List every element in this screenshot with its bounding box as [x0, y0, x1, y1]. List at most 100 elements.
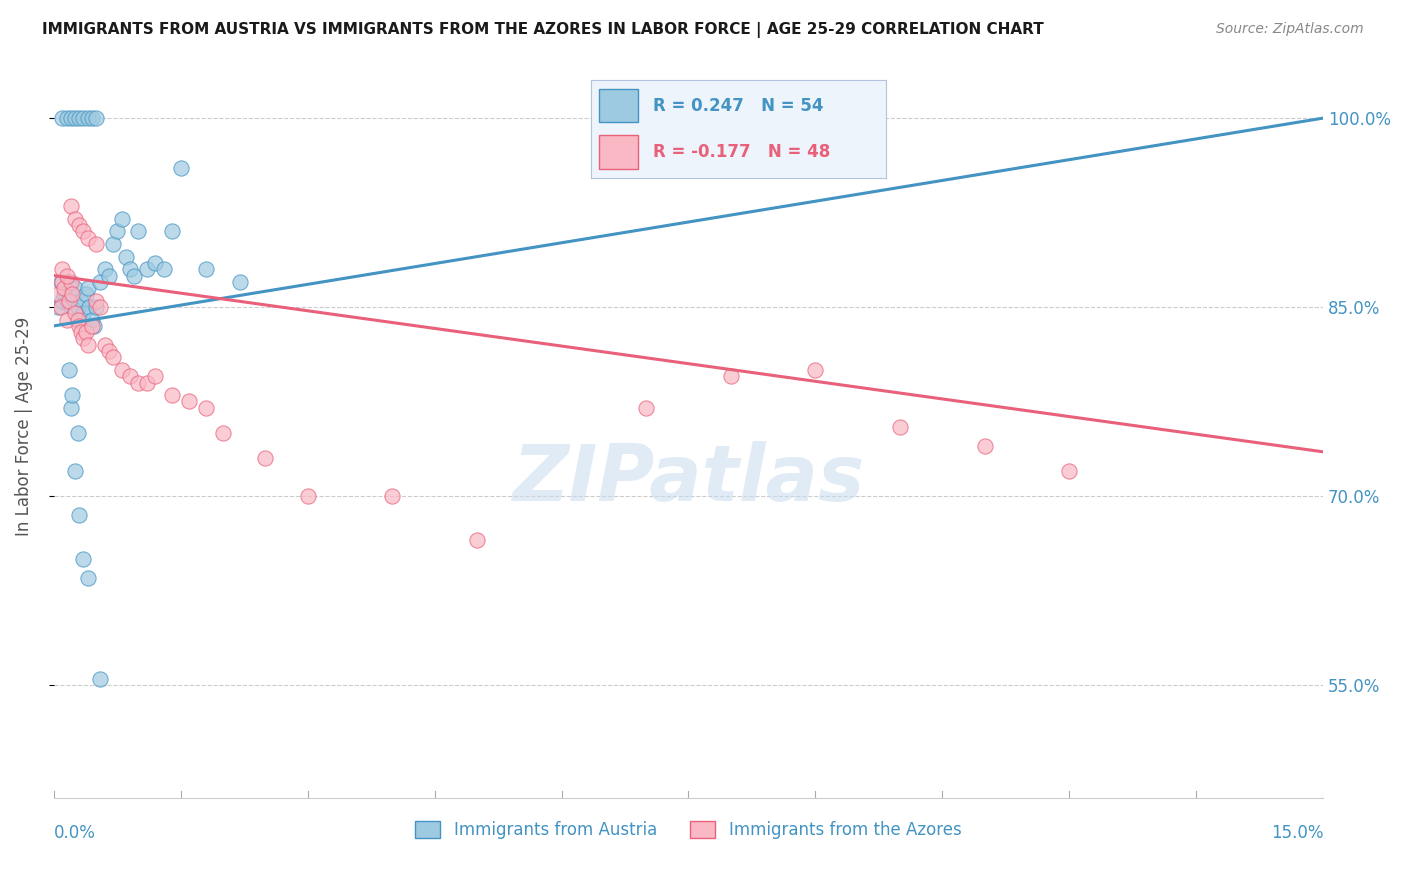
- Point: [79, 300, 101, 314]
- Bar: [599, 89, 638, 122]
- Text: R = 0.247   N = 54: R = 0.247 N = 54: [652, 97, 823, 115]
- Point: [67, 508, 90, 522]
- Point: [58, 275, 80, 289]
- Point: [254, 451, 277, 466]
- Point: [72, 306, 94, 320]
- Point: [72, 331, 94, 345]
- Point: [55, 293, 77, 308]
- Point: [195, 401, 218, 415]
- Point: [118, 369, 141, 384]
- Point: [76, 111, 98, 125]
- Point: [84, 300, 107, 314]
- Point: [75, 325, 97, 339]
- Point: [72, 111, 94, 125]
- Point: [72, 552, 94, 566]
- Point: [170, 161, 193, 176]
- Point: [76, 231, 98, 245]
- Point: [59, 199, 82, 213]
- Point: [105, 224, 128, 238]
- Point: [67, 218, 90, 232]
- Point: [465, 533, 488, 547]
- Point: [58, 293, 80, 308]
- Text: Source: ZipAtlas.com: Source: ZipAtlas.com: [1216, 22, 1364, 37]
- Point: [973, 438, 995, 452]
- Point: [135, 262, 157, 277]
- Point: [55, 312, 77, 326]
- Point: [49, 275, 72, 289]
- Text: 0.0%: 0.0%: [53, 824, 96, 842]
- Point: [145, 256, 167, 270]
- Point: [53, 287, 76, 301]
- Point: [162, 388, 184, 402]
- Point: [76, 338, 98, 352]
- Point: [53, 281, 76, 295]
- Point: [76, 571, 98, 585]
- Point: [720, 369, 742, 384]
- Point: [381, 489, 404, 503]
- Point: [84, 111, 107, 125]
- Text: IMMIGRANTS FROM AUSTRIA VS IMMIGRANTS FROM THE AZORES IN LABOR FORCE | AGE 25-29: IMMIGRANTS FROM AUSTRIA VS IMMIGRANTS FR…: [42, 22, 1043, 38]
- Point: [67, 318, 90, 333]
- Point: [804, 363, 827, 377]
- Point: [145, 369, 167, 384]
- Point: [179, 394, 201, 409]
- Point: [127, 376, 149, 390]
- Point: [93, 338, 115, 352]
- Bar: [599, 136, 638, 169]
- Point: [63, 464, 86, 478]
- Point: [195, 262, 218, 277]
- Point: [49, 300, 72, 314]
- Text: R = -0.177   N = 48: R = -0.177 N = 48: [652, 143, 830, 161]
- Point: [89, 300, 111, 314]
- Point: [70, 325, 93, 339]
- Point: [55, 268, 77, 283]
- Point: [58, 363, 80, 377]
- Point: [636, 401, 658, 415]
- Point: [110, 363, 132, 377]
- Point: [62, 388, 84, 402]
- Point: [59, 287, 82, 301]
- Point: [93, 262, 115, 277]
- Point: [70, 293, 93, 308]
- Point: [46, 287, 69, 301]
- Point: [63, 211, 86, 226]
- Point: [889, 419, 911, 434]
- Point: [153, 262, 176, 277]
- Point: [51, 275, 73, 289]
- Point: [63, 111, 86, 125]
- Point: [229, 275, 252, 289]
- Point: [63, 306, 86, 320]
- Point: [75, 287, 97, 301]
- Point: [46, 300, 69, 314]
- Point: [118, 262, 141, 277]
- Point: [59, 401, 82, 415]
- Point: [59, 111, 82, 125]
- Point: [84, 293, 107, 308]
- Point: [1059, 464, 1081, 478]
- Point: [97, 268, 120, 283]
- Text: ZIPatlas: ZIPatlas: [512, 441, 865, 516]
- Text: 15.0%: 15.0%: [1271, 824, 1323, 842]
- Point: [297, 489, 319, 503]
- Point: [55, 111, 77, 125]
- Point: [80, 318, 103, 333]
- Y-axis label: In Labor Force | Age 25-29: In Labor Force | Age 25-29: [15, 317, 32, 536]
- Point: [122, 268, 145, 283]
- Point: [89, 275, 111, 289]
- Point: [127, 224, 149, 238]
- Point: [51, 111, 73, 125]
- Point: [110, 211, 132, 226]
- Point: [101, 351, 124, 365]
- Point: [80, 111, 103, 125]
- Point: [66, 425, 89, 440]
- Point: [62, 300, 84, 314]
- Point: [62, 287, 84, 301]
- Point: [67, 111, 90, 125]
- Point: [63, 281, 86, 295]
- Point: [66, 300, 89, 314]
- Point: [72, 224, 94, 238]
- Point: [66, 312, 89, 326]
- Point: [51, 262, 73, 277]
- Point: [80, 312, 103, 326]
- Point: [59, 275, 82, 289]
